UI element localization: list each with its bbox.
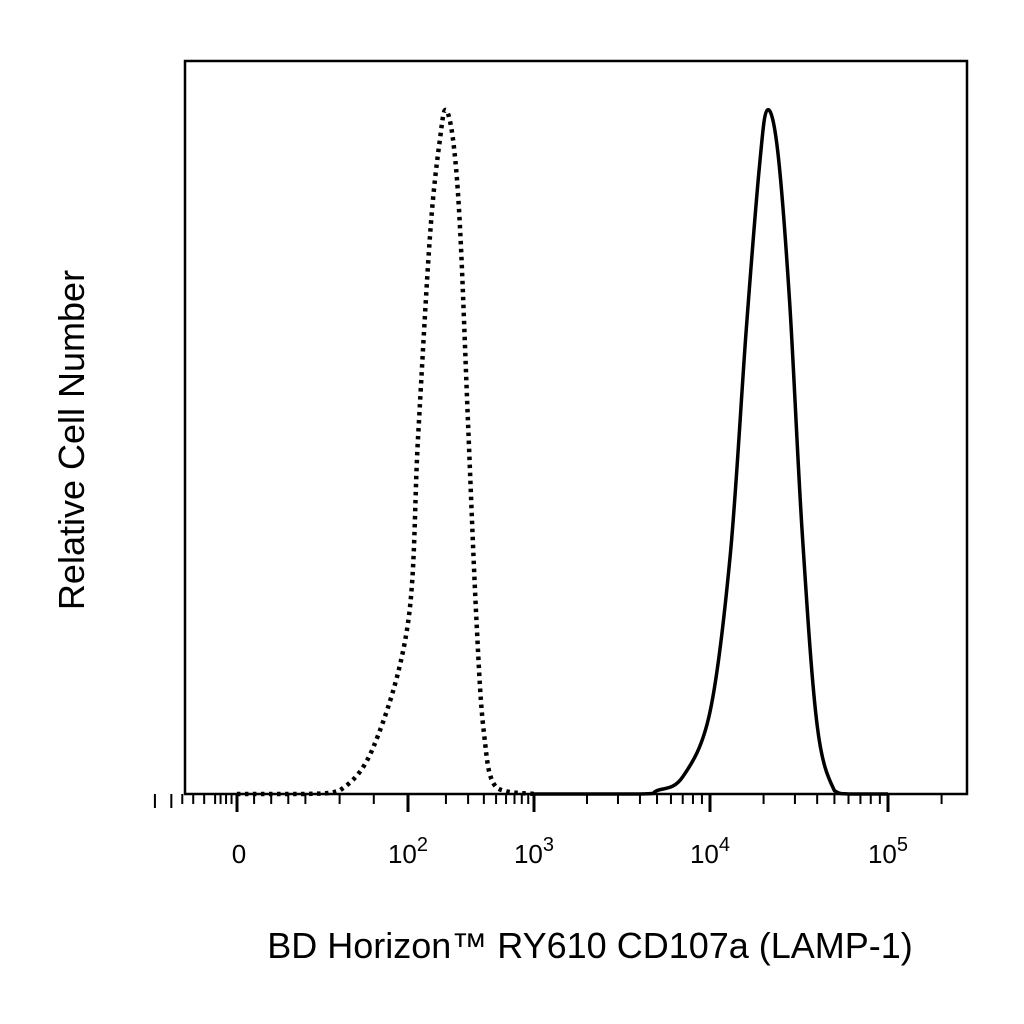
series-dotted-line	[237, 107, 535, 797]
x-major-ticks	[235, 794, 890, 812]
series-layer	[237, 107, 888, 797]
series-solid-line	[534, 108, 888, 796]
plot-frame	[183, 59, 969, 796]
x-tick-label: 103	[514, 834, 554, 869]
x-axis-label: BD Horizon™ RY610 CD107a (LAMP-1)	[267, 925, 913, 966]
x-tick-label: 102	[388, 834, 428, 869]
x-tick-label: 0	[232, 839, 246, 869]
y-axis-label: Relative Cell Number	[51, 269, 92, 611]
x-tick-label: 105	[868, 834, 908, 869]
x-tick-labels: 0 102 103 104 105	[232, 834, 908, 869]
x-minor-ticks	[153, 794, 943, 808]
x-tick-label: 104	[690, 834, 730, 869]
